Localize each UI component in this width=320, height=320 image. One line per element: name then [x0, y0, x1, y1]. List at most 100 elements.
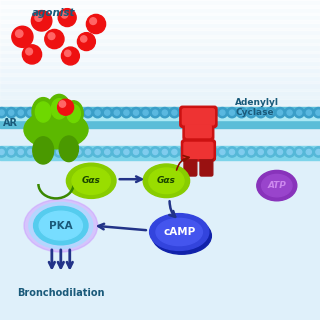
- Circle shape: [44, 147, 55, 157]
- Circle shape: [25, 147, 36, 157]
- Circle shape: [66, 110, 71, 115]
- Circle shape: [246, 147, 256, 157]
- Circle shape: [92, 147, 103, 157]
- Circle shape: [143, 110, 148, 115]
- Circle shape: [304, 108, 314, 118]
- Circle shape: [9, 149, 14, 155]
- Circle shape: [284, 108, 295, 118]
- Circle shape: [47, 110, 52, 115]
- Ellipse shape: [152, 218, 212, 254]
- Circle shape: [76, 110, 81, 115]
- Bar: [0, 96, 320, 114]
- Text: Adenylyl: Adenylyl: [235, 98, 279, 107]
- Bar: [0, 81, 320, 99]
- Circle shape: [287, 149, 292, 155]
- Text: Cyclase: Cyclase: [235, 108, 274, 117]
- Ellipse shape: [48, 94, 70, 123]
- Ellipse shape: [24, 199, 98, 252]
- Circle shape: [85, 149, 91, 155]
- Circle shape: [208, 108, 218, 118]
- Bar: [0, 36, 320, 53]
- Circle shape: [112, 147, 122, 157]
- Circle shape: [83, 108, 93, 118]
- Circle shape: [16, 30, 23, 37]
- Circle shape: [198, 147, 208, 157]
- Circle shape: [44, 108, 55, 118]
- Circle shape: [256, 147, 266, 157]
- Circle shape: [284, 147, 295, 157]
- Circle shape: [18, 110, 23, 115]
- Bar: [0, 0, 320, 15]
- Circle shape: [191, 149, 196, 155]
- Circle shape: [0, 147, 7, 157]
- Circle shape: [229, 110, 235, 115]
- Circle shape: [239, 110, 244, 115]
- Circle shape: [124, 149, 129, 155]
- Circle shape: [258, 110, 263, 115]
- Bar: [0, 66, 320, 84]
- Circle shape: [54, 108, 64, 118]
- FancyBboxPatch shape: [184, 142, 213, 158]
- Circle shape: [131, 108, 141, 118]
- Bar: [0, 13, 320, 30]
- Circle shape: [191, 110, 196, 115]
- Bar: [0, 73, 320, 91]
- Circle shape: [162, 110, 167, 115]
- Circle shape: [66, 149, 71, 155]
- Circle shape: [114, 110, 119, 115]
- FancyBboxPatch shape: [183, 122, 214, 140]
- Circle shape: [92, 108, 103, 118]
- Circle shape: [210, 149, 215, 155]
- Circle shape: [6, 147, 16, 157]
- FancyBboxPatch shape: [182, 109, 214, 125]
- Ellipse shape: [24, 110, 88, 149]
- Circle shape: [140, 147, 151, 157]
- Circle shape: [54, 147, 64, 157]
- Circle shape: [181, 149, 187, 155]
- Text: AR: AR: [3, 118, 18, 128]
- Ellipse shape: [67, 163, 116, 198]
- Bar: [0, 107, 320, 128]
- Circle shape: [201, 110, 206, 115]
- Bar: [0, 119, 320, 136]
- Bar: [0, 5, 320, 23]
- Bar: [0, 28, 320, 45]
- Circle shape: [306, 110, 311, 115]
- Circle shape: [81, 36, 87, 42]
- Bar: [0, 0, 320, 8]
- Text: cAMP: cAMP: [163, 227, 195, 237]
- Circle shape: [227, 108, 237, 118]
- Circle shape: [61, 47, 79, 65]
- Circle shape: [73, 147, 84, 157]
- FancyBboxPatch shape: [186, 125, 211, 138]
- Circle shape: [275, 147, 285, 157]
- Circle shape: [131, 147, 141, 157]
- Bar: [0, 104, 320, 121]
- Circle shape: [172, 110, 177, 115]
- Circle shape: [47, 149, 52, 155]
- Circle shape: [85, 110, 91, 115]
- Ellipse shape: [35, 102, 51, 122]
- Circle shape: [306, 149, 311, 155]
- Bar: [0, 51, 320, 68]
- Circle shape: [150, 147, 160, 157]
- Circle shape: [162, 149, 167, 155]
- Bar: [0, 43, 320, 60]
- Circle shape: [181, 110, 187, 115]
- Circle shape: [294, 108, 304, 118]
- FancyBboxPatch shape: [181, 140, 215, 161]
- Circle shape: [57, 149, 62, 155]
- Circle shape: [58, 9, 76, 27]
- Circle shape: [140, 108, 151, 118]
- Circle shape: [16, 147, 26, 157]
- Circle shape: [297, 110, 302, 115]
- FancyBboxPatch shape: [184, 157, 197, 176]
- Circle shape: [0, 108, 7, 118]
- Bar: [0, 114, 320, 120]
- Circle shape: [12, 26, 33, 47]
- Ellipse shape: [143, 164, 190, 197]
- Circle shape: [294, 147, 304, 157]
- Text: ATP: ATP: [268, 181, 286, 190]
- Bar: [0, 58, 320, 76]
- Circle shape: [73, 108, 84, 118]
